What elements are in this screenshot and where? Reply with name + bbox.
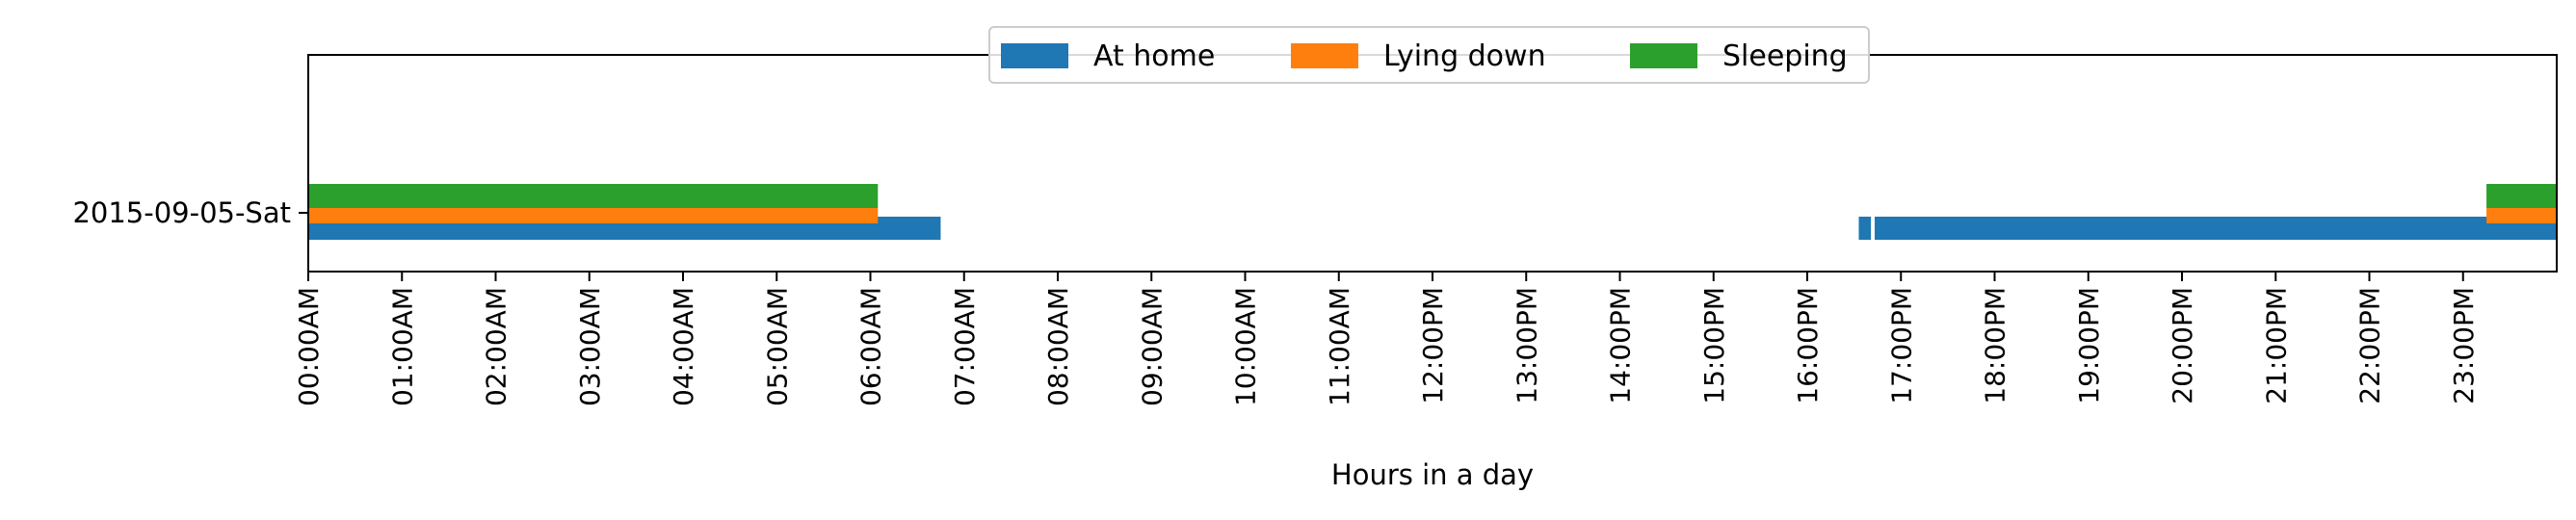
x-tick-label-2: 02:00AM bbox=[481, 287, 513, 406]
x-tick-label-7: 07:00AM bbox=[949, 287, 981, 406]
x-tick-label-10: 10:00AM bbox=[1230, 287, 1262, 406]
x-tick-label-19: 19:00PM bbox=[2073, 287, 2105, 404]
x-tick-label-8: 08:00AM bbox=[1042, 287, 1074, 406]
x-tick-label-12: 12:00PM bbox=[1417, 287, 1449, 404]
legend-swatch-lying-down bbox=[1291, 43, 1358, 68]
x-tick-label-14: 14:00PM bbox=[1605, 287, 1637, 404]
legend-swatch-at-home bbox=[1001, 43, 1068, 68]
x-tick-label-16: 16:00PM bbox=[1792, 287, 1824, 404]
x-tick-label-0: 00:00AM bbox=[293, 287, 325, 406]
x-tick-label-6: 06:00AM bbox=[855, 287, 887, 406]
x-tick-label-23: 23:00PM bbox=[2448, 287, 2480, 404]
x-axis: 00:00AM 01:00AM 02:00AM 03:00AM 04:00AM 05:00… bbox=[293, 272, 2480, 406]
x-tick-label-3: 03:00AM bbox=[574, 287, 606, 406]
bar-at-home-1 bbox=[1858, 217, 1872, 240]
bar-lying-down-0 bbox=[308, 208, 879, 223]
x-tick-label-17: 17:00PM bbox=[1885, 287, 1917, 404]
bar-at-home-2 bbox=[1875, 217, 2557, 240]
legend: At home Lying down Sleeping bbox=[988, 26, 1870, 84]
bar-sleeping-1 bbox=[2486, 184, 2557, 208]
legend-box bbox=[988, 26, 1870, 84]
x-tick-label-9: 09:00AM bbox=[1136, 287, 1168, 406]
bars-layer bbox=[308, 184, 2557, 240]
legend-label-lying-down: Lying down bbox=[1383, 39, 1546, 73]
legend-label-sleeping: Sleeping bbox=[1722, 39, 1848, 73]
y-axis: 2015-09-05-Sat bbox=[72, 196, 308, 229]
x-tick-label-13: 13:00PM bbox=[1511, 287, 1542, 404]
bar-sleeping-0 bbox=[308, 184, 879, 208]
x-tick-label-5: 05:00AM bbox=[761, 287, 793, 406]
x-tick-label-4: 04:00AM bbox=[668, 287, 699, 406]
legend-label-at-home: At home bbox=[1093, 39, 1215, 73]
x-tick-label-11: 11:00AM bbox=[1324, 287, 1355, 406]
legend-swatch-sleeping bbox=[1630, 43, 1697, 68]
x-tick-label-18: 18:00PM bbox=[1980, 287, 2011, 404]
bar-lying-down-1 bbox=[2486, 208, 2557, 223]
x-tick-label-15: 15:00PM bbox=[1698, 287, 1730, 404]
y-tick-label-0: 2015-09-05-Sat bbox=[72, 196, 291, 229]
x-tick-label-1: 01:00AM bbox=[386, 287, 418, 406]
x-tick-label-21: 21:00PM bbox=[2260, 287, 2292, 404]
x-tick-label-20: 20:00PM bbox=[2167, 287, 2198, 404]
x-tick-label-22: 22:00PM bbox=[2354, 287, 2386, 404]
x-axis-label: Hours in a day bbox=[1331, 458, 1534, 491]
